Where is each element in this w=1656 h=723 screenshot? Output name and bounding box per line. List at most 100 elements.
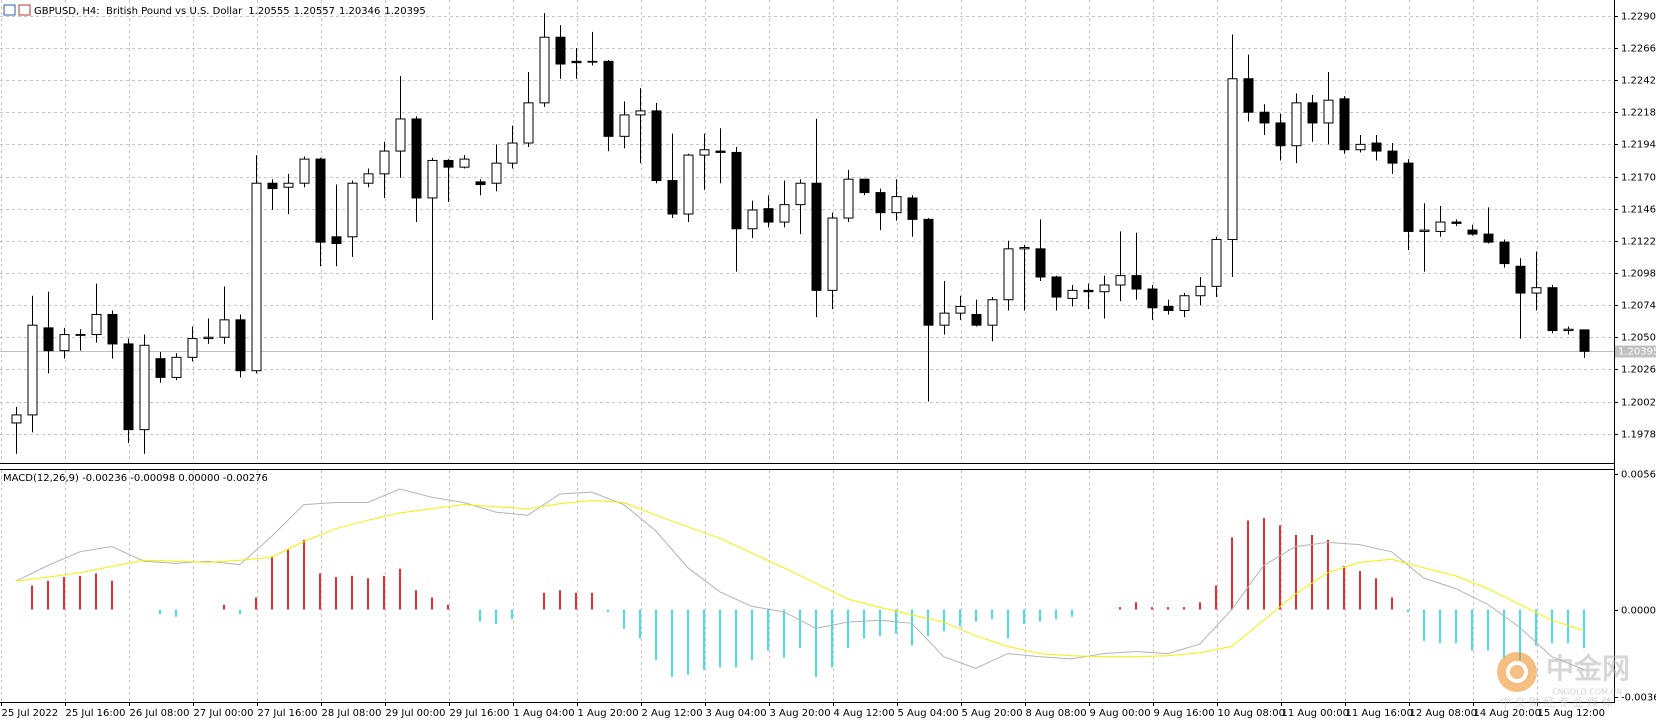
histogram-bar [927,609,929,637]
candle-body [1323,99,1334,124]
candle-body [779,204,790,223]
x-tick-label: 14 Aug 20:00 [1474,708,1541,719]
candle-body [731,151,742,230]
candle-body [795,182,806,206]
candle-body [987,299,998,326]
indicator-line [15,488,1584,670]
histogram-bar [79,575,81,610]
candle-body [1435,221,1446,232]
candle-body [91,313,102,336]
y-tick-label: 0.00563 [1621,470,1656,481]
x-tick-label: 28 Jul 08:00 [322,708,382,719]
candle-body [123,343,134,431]
histogram-bar [399,568,401,610]
candle-body [155,358,166,378]
watermark-slogan: 中 文 财 经 专 业 媒 体 [1500,695,1612,709]
histogram-bar [1583,609,1585,649]
price-label-bg [1615,345,1656,358]
candle-body [587,60,598,63]
histogram-bar [815,609,817,677]
candle-body [187,338,198,358]
histogram-bar [479,609,481,622]
icon-box [18,4,31,16]
candle-body [1131,275,1142,290]
candle-body [395,118,406,152]
candle-body [1531,287,1542,294]
histogram-bar [591,592,593,610]
y-tick-label: 1.20500 [1621,333,1656,344]
histogram-bar [1071,609,1073,617]
candle-body [859,178,870,194]
histogram-bar [1551,609,1553,644]
candle-body [763,208,774,223]
candle-body [667,180,678,215]
histogram-bar [863,609,865,639]
histogram-bar [415,590,417,610]
candle-body [1035,248,1046,278]
candle-body [1451,221,1462,224]
x-tick-label: 11 Aug 16:00 [1346,708,1413,719]
histogram-bar [1231,537,1233,610]
histogram-bar [1391,597,1393,610]
candle-body [1115,275,1126,286]
candle-body [715,150,726,153]
candle-body [1003,248,1014,301]
candle-body [443,159,454,168]
candle-body [1355,143,1366,151]
candle-body [1467,229,1478,235]
histogram-bar [1423,609,1425,641]
histogram-bar [47,580,49,610]
candle-body [11,414,22,424]
symbol-icon [3,4,31,16]
candle-body [1259,111,1270,124]
histogram-bar [239,609,241,615]
candle-body [1499,241,1510,265]
candle-body [635,110,646,116]
histogram-bar [623,609,625,629]
candle-body [299,158,310,184]
x-tick-label: 11 Aug 00:00 [1282,708,1349,719]
histogram-bar [1151,607,1153,610]
histogram-bar [911,609,913,646]
header-title: GBPUSD, H4: British Pound vs U.S. Dollar [34,6,243,17]
watermark-site: CNGOLD.COM.CN [1552,688,1622,697]
candle-body [619,114,630,137]
candle-body [171,356,182,378]
y-tick-label: 1.21460 [1621,205,1656,216]
y-tick-label: 1.22420 [1621,76,1656,87]
histogram-bar [367,578,369,610]
histogram-bar [1519,609,1521,661]
histogram-bar [287,549,289,610]
y-tick-label: 1.20980 [1621,269,1656,280]
candle-body [1403,162,1414,232]
candle-body [827,217,838,291]
x-tick-label: 4 Aug 12:00 [834,708,895,719]
histogram-bar [639,609,641,639]
histogram-bar [31,585,33,610]
histogram-bar [1183,607,1185,610]
candle-body [843,178,854,219]
candle-body [1515,265,1526,294]
x-tick-label: 25 Jul 16:00 [66,708,126,719]
candle-body [379,150,390,175]
marks-layer [0,13,1614,677]
histogram-bar [1503,609,1505,658]
candle-body [923,218,934,326]
histogram-bar [831,609,833,668]
candle-body [203,336,214,340]
histogram-bar [559,590,561,610]
candle-body [427,159,438,199]
header: GBPUSD, H4: British Pound vs U.S. Dollar… [34,6,426,17]
x-tick-label: 5 Aug 20:00 [962,708,1023,719]
candle-body [571,60,582,64]
histogram-bar [959,609,961,627]
x-tick-label: 15 Aug 12:00 [1538,708,1605,719]
candle-body [507,142,518,164]
candle-body [955,305,966,314]
candle-body [1483,233,1494,243]
candle-body [523,102,534,144]
header-open: 1.20555 [248,6,289,17]
